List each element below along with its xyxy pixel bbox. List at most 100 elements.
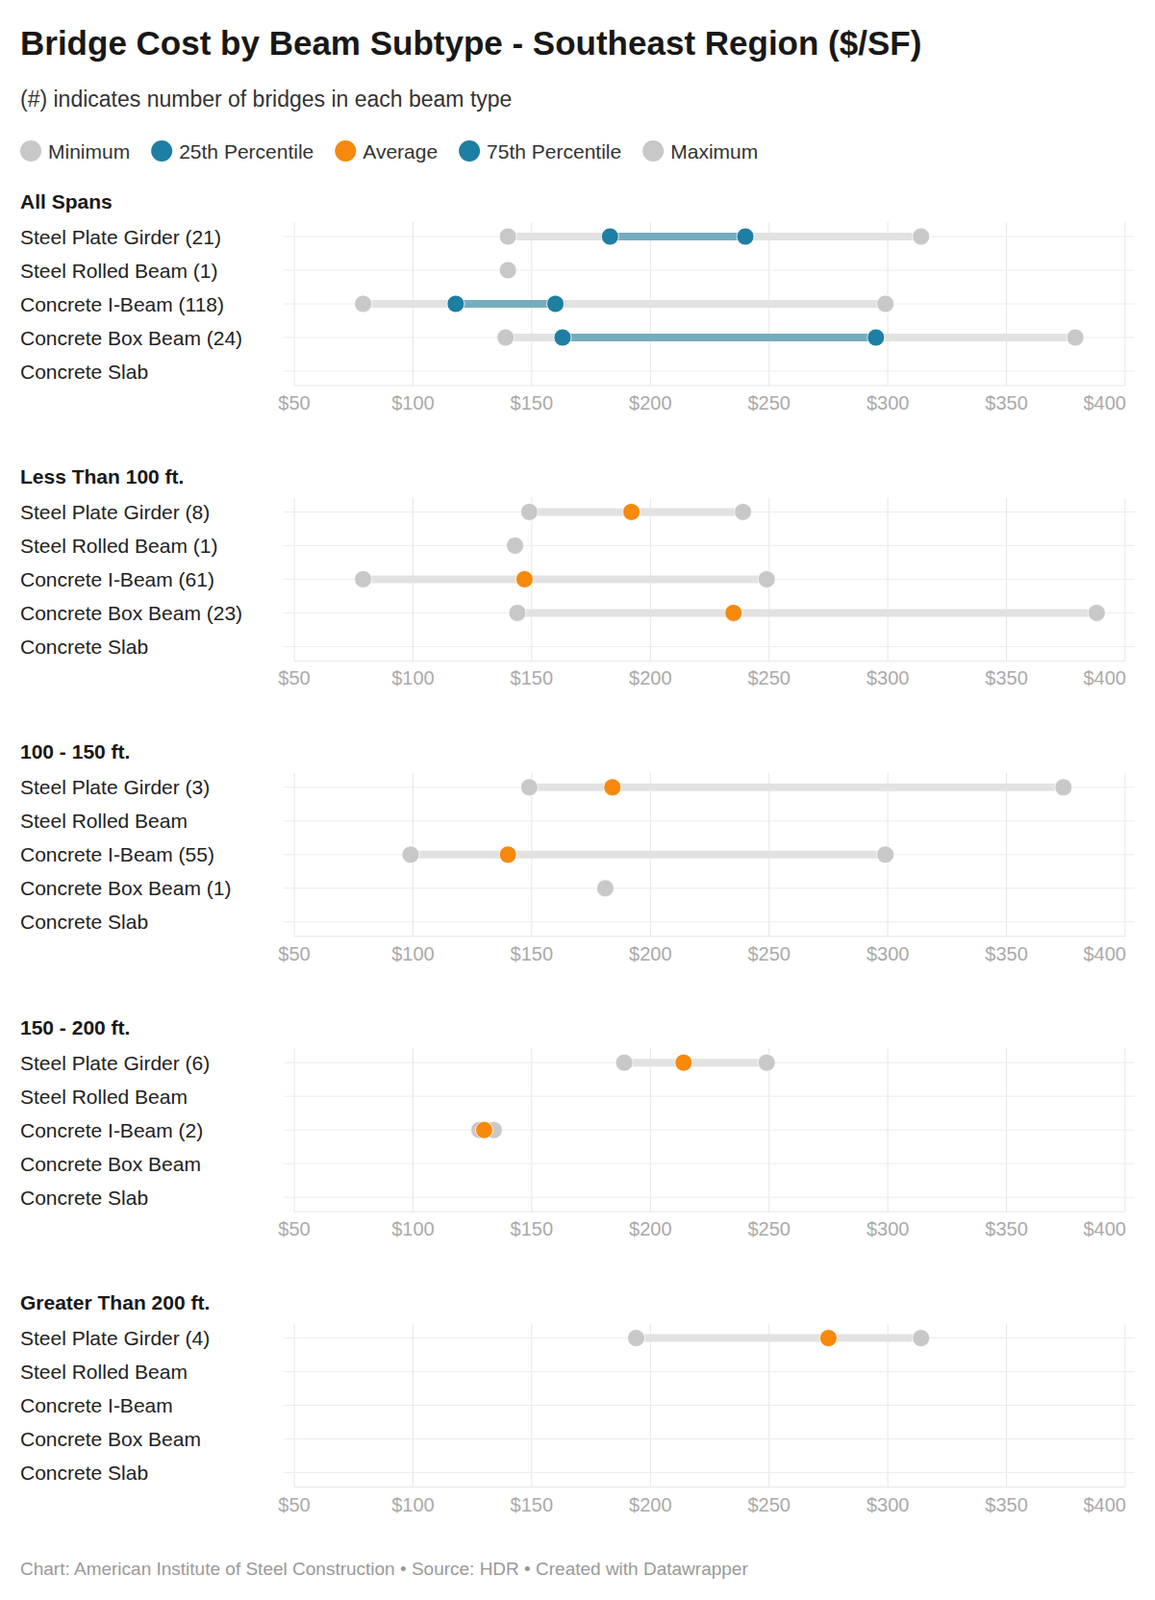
category-label: Concrete Box Beam (24) <box>20 326 243 350</box>
legend-swatch <box>150 140 173 162</box>
category-label: Concrete Slab <box>20 360 149 383</box>
tick-label: $150 <box>510 943 554 965</box>
legend-label: Maximum <box>670 140 758 163</box>
dot <box>623 502 641 521</box>
category-label: Steel Plate Girder (8) <box>20 501 210 524</box>
dot <box>1087 603 1105 622</box>
dot <box>447 295 465 313</box>
dot <box>912 227 930 246</box>
tick-label: $300 <box>866 943 910 965</box>
dot <box>354 295 373 313</box>
range-bar <box>363 575 768 583</box>
category-label: Steel Plate Girder (4) <box>20 1327 210 1350</box>
dot <box>515 570 533 588</box>
category-label: Concrete I-Beam (55) <box>20 843 215 866</box>
range-bar <box>507 232 922 241</box>
dot <box>506 536 525 554</box>
tick-label: $250 <box>747 1218 791 1240</box>
dot <box>736 227 754 246</box>
tick-label: $200 <box>628 667 673 689</box>
dot <box>912 1330 930 1348</box>
row-line <box>283 1438 1135 1440</box>
dot <box>757 1054 776 1072</box>
tick-label: $250 <box>747 392 791 414</box>
category-label: Concrete Box Beam <box>20 1153 201 1176</box>
row-line <box>283 578 1135 580</box>
dot <box>508 603 527 622</box>
tick-label: $150 <box>510 667 554 689</box>
panel: All Spans$50$100$150$200$250$300$350$400… <box>20 190 1135 415</box>
legend-label: Minimum <box>48 140 130 163</box>
dot <box>553 328 572 347</box>
row-line <box>283 1129 1135 1131</box>
legend-label: Average <box>362 140 438 163</box>
range-bar <box>517 608 1097 617</box>
chart-root: Bridge Cost by Beam Subtype - Southeast … <box>0 0 1155 1600</box>
tick-label: $100 <box>391 667 435 689</box>
dot <box>520 502 538 521</box>
dot <box>499 261 517 279</box>
category-label: Steel Rolled Beam (1) <box>20 534 218 557</box>
tick-label: $350 <box>984 943 1029 965</box>
category-label: Concrete Slab <box>20 1186 149 1209</box>
row-line <box>283 612 1135 614</box>
legend-swatch <box>334 140 356 162</box>
category-label: Concrete I-Beam <box>20 1394 174 1417</box>
tick-label: $200 <box>628 943 673 965</box>
marks <box>627 1330 930 1348</box>
dot <box>497 328 515 347</box>
category-label: Concrete I-Beam (118) <box>20 293 225 316</box>
category-label: Concrete Slab <box>20 910 149 933</box>
tick-label: $50 <box>277 667 310 689</box>
legend-swatch <box>20 140 42 162</box>
row-line <box>283 371 1135 373</box>
category-label: Concrete I-Beam (2) <box>20 1119 203 1142</box>
dot <box>520 778 538 797</box>
row-line <box>283 511 1135 513</box>
row-line <box>283 236 1135 238</box>
iqr-bar <box>455 300 556 308</box>
tick-label: $250 <box>747 667 791 689</box>
tick-label: $350 <box>984 392 1029 414</box>
subtitle: (#) indicates number of bridges in each … <box>20 86 512 112</box>
iqr-bar <box>562 333 877 342</box>
dot <box>596 879 614 898</box>
row-line <box>283 1197 1135 1199</box>
dot <box>675 1054 693 1072</box>
legend: Minimum25th PercentileAverage75th Percen… <box>20 140 758 163</box>
dot <box>506 536 525 554</box>
panel-title: Greater Than 200 ft. <box>20 1291 210 1314</box>
row-line <box>283 786 1135 788</box>
row-line <box>283 1472 1135 1474</box>
row-line <box>283 820 1135 822</box>
dot <box>757 570 776 588</box>
category-label: Steel Plate Girder (6) <box>20 1052 210 1075</box>
row-line <box>283 303 1135 305</box>
panel-title: 150 - 200 ft. <box>20 1016 130 1039</box>
axis-line <box>294 385 1126 387</box>
tick-label: $400 <box>1083 943 1128 965</box>
category-label: Concrete Box Beam (23) <box>20 602 243 625</box>
title: Bridge Cost by Beam Subtype - Southeast … <box>20 24 922 62</box>
tick-label: $400 <box>1083 392 1128 414</box>
dot <box>877 846 895 864</box>
row-line <box>283 1163 1135 1165</box>
panel-title: 100 - 150 ft. <box>20 740 130 763</box>
category-label: Concrete Box Beam (1) <box>20 877 231 900</box>
panel: 150 - 200 ft.$50$100$150$200$250$300$350… <box>20 1016 1135 1241</box>
axis-line <box>294 1211 1126 1213</box>
dot <box>603 778 622 797</box>
row-line <box>283 887 1135 889</box>
tick-label: $300 <box>866 667 910 689</box>
dot <box>596 879 614 898</box>
axis-line <box>294 935 1126 937</box>
tick-label: $350 <box>984 1494 1029 1516</box>
category-label: Steel Rolled Beam <box>20 1360 188 1383</box>
dot <box>867 328 885 347</box>
dot <box>615 1054 633 1072</box>
marks <box>354 227 1085 347</box>
panel-title: Less Than 100 ft. <box>20 465 184 488</box>
tick-label: $200 <box>628 392 673 414</box>
row-line <box>283 545 1135 547</box>
tick-label: $50 <box>277 1218 310 1240</box>
